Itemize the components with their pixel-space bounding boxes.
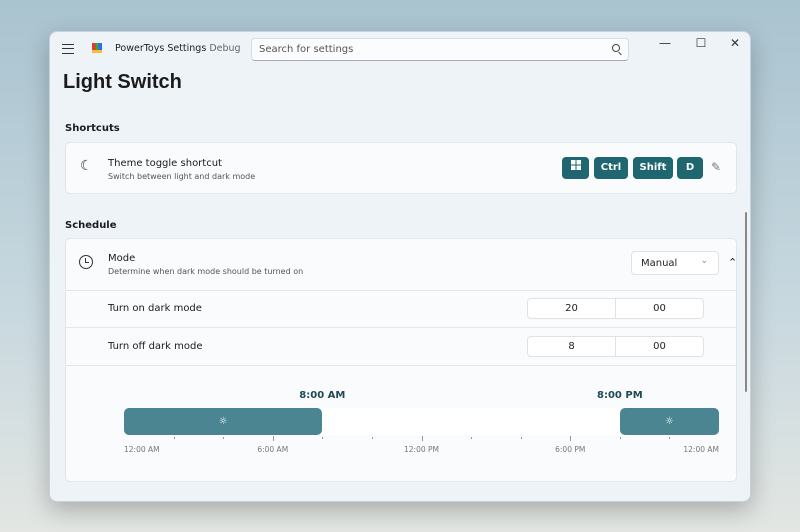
maximize-icon[interactable]: ☐	[695, 36, 707, 50]
page-title: Light Switch	[63, 71, 182, 93]
timeline-tick	[669, 437, 671, 439]
timeline-tick	[421, 436, 423, 441]
powertoys-logo	[92, 43, 102, 53]
dark-segment-evening: ☼	[619, 408, 719, 435]
mode-value: Manual	[641, 258, 678, 269]
close-icon[interactable]: ✕	[729, 36, 741, 50]
scrollbar[interactable]	[745, 212, 747, 392]
key-d: D	[677, 157, 703, 179]
dark-segment-morning: ☼	[124, 408, 323, 435]
key-shift: Shift	[633, 157, 673, 179]
timeline-tick	[570, 436, 572, 441]
search-icon[interactable]	[612, 44, 620, 52]
turn-off-label: Turn off dark mode	[108, 341, 203, 352]
shortcut-description: Switch between light and dark mode	[108, 172, 256, 181]
axis-label: 12:00 AM	[683, 445, 719, 454]
axis-label: 12:00 AM	[124, 445, 160, 454]
turn-off-row: Turn off dark mode 8 00	[66, 327, 736, 365]
key-ctrl: Ctrl	[594, 157, 628, 179]
shortcuts-header: Shortcuts	[65, 123, 120, 134]
edit-pencil-icon[interactable]: ✎	[711, 160, 722, 174]
axis-label: 12:00 PM	[404, 445, 439, 454]
timeline-tick	[471, 437, 473, 439]
schedule-header: Schedule	[65, 220, 117, 231]
chevron-down-icon: ⌄	[700, 256, 708, 266]
app-title: PowerToys Settings Debug	[115, 43, 241, 54]
build-tag: Debug	[209, 43, 241, 54]
minimize-icon[interactable]: —	[659, 36, 671, 50]
turn-off-hour-input[interactable]: 8	[527, 336, 616, 357]
settings-window: PowerToys Settings Debug Search for sett…	[49, 31, 751, 502]
timeline-tick	[272, 436, 274, 441]
search-input[interactable]: Search for settings	[251, 38, 629, 61]
day-timeline: ☼ ☼ 8:00 AM 8:00 PM 12:00 AM 6:00 AM 12:00 PM 6…	[124, 390, 719, 468]
app-name: PowerToys Settings	[115, 43, 207, 54]
schedule-card: Mode Determine when dark mode should be …	[65, 238, 737, 482]
shortcut-card: ☾ Theme toggle shortcut Switch between l…	[65, 142, 737, 194]
timeline-tick	[322, 437, 324, 439]
mode-description: Determine when dark mode should be turne…	[108, 267, 304, 276]
key-win	[562, 157, 589, 179]
turn-on-minute-input[interactable]: 00	[615, 298, 704, 319]
collapse-chevron-up-icon[interactable]: ⌃	[728, 256, 738, 269]
axis-label: 6:00 AM	[257, 445, 289, 454]
shortcut-title: Theme toggle shortcut	[108, 158, 222, 169]
timeline-tick	[520, 437, 522, 439]
turn-on-label: Turn on dark mode	[108, 303, 202, 314]
timeline-row: ☼ ☼ 8:00 AM 8:00 PM 12:00 AM 6:00 AM 12:00 PM 6…	[66, 365, 736, 483]
turn-on-hour-input[interactable]: 20	[527, 298, 616, 319]
timeline-tick	[223, 437, 225, 439]
menu-icon[interactable]	[62, 44, 74, 54]
timeline-tick	[173, 437, 175, 439]
sunrise-marker-label: 8:00 AM	[299, 390, 346, 401]
title-bar: PowerToys Settings Debug Search for sett…	[50, 32, 750, 66]
search-placeholder: Search for settings	[259, 44, 354, 55]
turn-off-minute-input[interactable]: 00	[615, 336, 704, 357]
mode-title: Mode	[108, 253, 136, 264]
clock-icon	[79, 255, 93, 269]
windows-icon	[570, 160, 581, 170]
timeline-tick	[619, 437, 621, 439]
timeline-tick	[371, 437, 373, 439]
mode-dropdown[interactable]: Manual ⌄	[631, 251, 719, 275]
axis-label: 6:00 PM	[555, 445, 586, 454]
sunset-marker-label: 8:00 PM	[597, 390, 643, 401]
moon-icon: ☾	[80, 158, 93, 174]
turn-on-row: Turn on dark mode 20 00	[66, 290, 736, 327]
